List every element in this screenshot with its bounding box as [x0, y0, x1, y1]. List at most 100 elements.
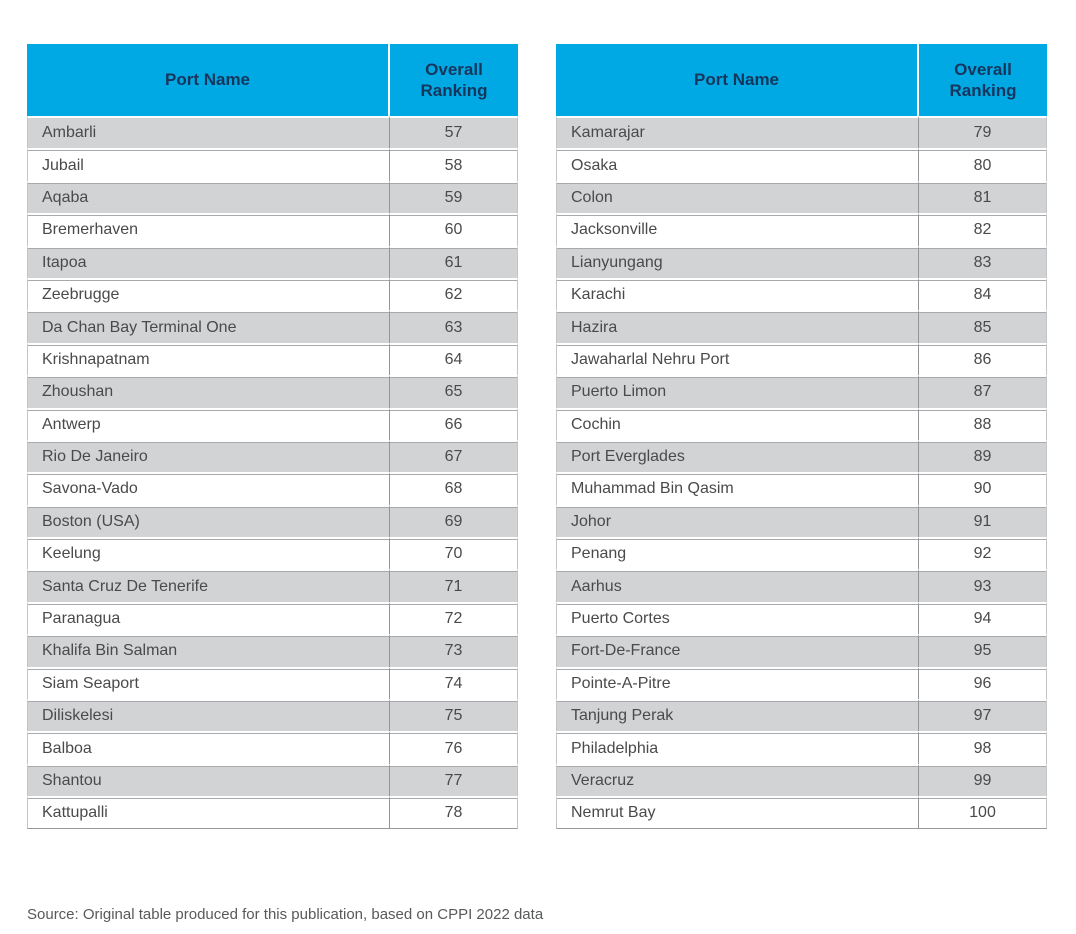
table-row: Fort-De-France 95: [556, 634, 1047, 667]
table-row: Aarhus 93: [556, 569, 1047, 602]
ranking-cell: 83: [919, 245, 1047, 278]
port-name-cell: Kattupalli: [27, 796, 390, 829]
ranking-cell: 84: [919, 277, 1047, 311]
ranking-cell: 80: [919, 148, 1047, 181]
table-row: Da Chan Bay Terminal One 63: [27, 310, 518, 343]
table-row: Karachi 84: [556, 277, 1047, 311]
table-row: Kamarajar 79: [556, 116, 1047, 149]
table-row: Lianyungang 83: [556, 245, 1047, 278]
port-name-cell: Colon: [556, 180, 919, 214]
ranking-cell: 78: [390, 796, 518, 829]
ranking-cell: 62: [390, 277, 518, 311]
ranking-cell: 75: [390, 699, 518, 732]
port-name-cell: Veracruz: [556, 763, 919, 797]
table-row: Jubail 58: [27, 148, 518, 181]
port-name-cell: Muhammad Bin Qasim: [556, 472, 919, 505]
port-name-cell: Lianyungang: [556, 245, 919, 278]
table-row: Paranagua 72: [27, 601, 518, 635]
ranking-cell: 85: [919, 310, 1047, 343]
table-row: Zeebrugge 62: [27, 277, 518, 311]
table-row: Cochin 88: [556, 407, 1047, 440]
port-name-cell: Jacksonville: [556, 213, 919, 246]
port-name-cell: Santa Cruz De Tenerife: [27, 569, 390, 602]
ranking-cell: 70: [390, 537, 518, 570]
ranking-cell: 88: [919, 407, 1047, 440]
table-row: Nemrut Bay 100: [556, 796, 1047, 829]
overall-ranking-header: Overall Ranking: [390, 44, 518, 116]
table-row: Balboa 76: [27, 731, 518, 764]
table-row: Johor 91: [556, 504, 1047, 538]
table-row: Colon 81: [556, 180, 1047, 214]
table-row: Santa Cruz De Tenerife 71: [27, 569, 518, 602]
port-name-cell: Puerto Cortes: [556, 601, 919, 635]
table-row: Zhoushan 65: [27, 375, 518, 408]
port-name-cell: Osaka: [556, 148, 919, 181]
ranking-cell: 91: [919, 504, 1047, 538]
ranking-cell: 73: [390, 634, 518, 667]
port-name-cell: Rio De Janeiro: [27, 439, 390, 473]
ranking-cell: 67: [390, 439, 518, 473]
ranking-cell: 100: [919, 796, 1047, 829]
port-name-cell: Jubail: [27, 148, 390, 181]
table-row: Keelung 70: [27, 537, 518, 570]
header-row: Port Name Overall Ranking: [556, 44, 1047, 116]
port-name-cell: Port Everglades: [556, 439, 919, 473]
table-header: Port Name Overall Ranking: [556, 44, 1047, 116]
table-row: Khalifa Bin Salman 73: [27, 634, 518, 667]
port-name-cell: Savona-Vado: [27, 472, 390, 505]
table-row: Tanjung Perak 97: [556, 699, 1047, 732]
port-name-cell: Ambarli: [27, 116, 390, 149]
port-name-cell: Antwerp: [27, 407, 390, 440]
table-header: Port Name Overall Ranking: [27, 44, 518, 116]
table-row: Veracruz 99: [556, 763, 1047, 797]
table-row: Diliskelesi 75: [27, 699, 518, 732]
ranking-cell: 65: [390, 375, 518, 408]
table-row: Puerto Cortes 94: [556, 601, 1047, 635]
table-row: Puerto Limon 87: [556, 375, 1047, 408]
ranking-cell: 92: [919, 537, 1047, 570]
ranking-cell: 76: [390, 731, 518, 764]
port-name-header: Port Name: [556, 44, 919, 116]
table-row: Kattupalli 78: [27, 796, 518, 829]
ranking-cell: 79: [919, 116, 1047, 149]
port-name-cell: Penang: [556, 537, 919, 570]
port-name-cell: Keelung: [27, 537, 390, 570]
port-name-cell: Kamarajar: [556, 116, 919, 149]
port-name-cell: Cochin: [556, 407, 919, 440]
table-row: Rio De Janeiro 67: [27, 439, 518, 473]
port-name-cell: Itapoa: [27, 245, 390, 278]
port-ranking-table-right: Port Name Overall Ranking Kamarajar 79 Osa…: [556, 44, 1047, 829]
table-body: Kamarajar 79 Osaka 80 Colon 81 Jacksonville 82 L…: [556, 116, 1047, 829]
port-name-cell: Paranagua: [27, 601, 390, 635]
table-row: Savona-Vado 68: [27, 472, 518, 505]
ranking-cell: 72: [390, 601, 518, 635]
ranking-cell: 71: [390, 569, 518, 602]
ranking-cell: 87: [919, 375, 1047, 408]
ranking-cell: 58: [390, 148, 518, 181]
port-name-cell: Krishnapatnam: [27, 342, 390, 376]
ranking-cell: 89: [919, 439, 1047, 473]
port-name-cell: Da Chan Bay Terminal One: [27, 310, 390, 343]
port-name-cell: Shantou: [27, 763, 390, 797]
table-row: Antwerp 66: [27, 407, 518, 440]
table-row: Jawaharlal Nehru Port 86: [556, 342, 1047, 376]
port-name-cell: Pointe-A-Pitre: [556, 666, 919, 700]
ranking-cell: 90: [919, 472, 1047, 505]
source-note: Source: Original table produced for this…: [27, 906, 544, 923]
port-name-cell: Tanjung Perak: [556, 699, 919, 732]
table-row: Bremerhaven 60: [27, 213, 518, 246]
ranking-cell: 94: [919, 601, 1047, 635]
table-row: Jacksonville 82: [556, 213, 1047, 246]
port-name-cell: Jawaharlal Nehru Port: [556, 342, 919, 376]
header-row: Port Name Overall Ranking: [27, 44, 518, 116]
ranking-cell: 63: [390, 310, 518, 343]
port-name-cell: Diliskelesi: [27, 699, 390, 732]
table-body: Ambarli 57 Jubail 58 Aqaba 59 Bremerhaven 60 Ita…: [27, 116, 518, 829]
ranking-cell: 95: [919, 634, 1047, 667]
ranking-cell: 57: [390, 116, 518, 149]
ranking-cell: 60: [390, 213, 518, 246]
ranking-cell: 81: [919, 180, 1047, 214]
port-name-cell: Khalifa Bin Salman: [27, 634, 390, 667]
port-ranking-table-left: Port Name Overall Ranking Ambarli 57 Jubai…: [27, 44, 518, 829]
